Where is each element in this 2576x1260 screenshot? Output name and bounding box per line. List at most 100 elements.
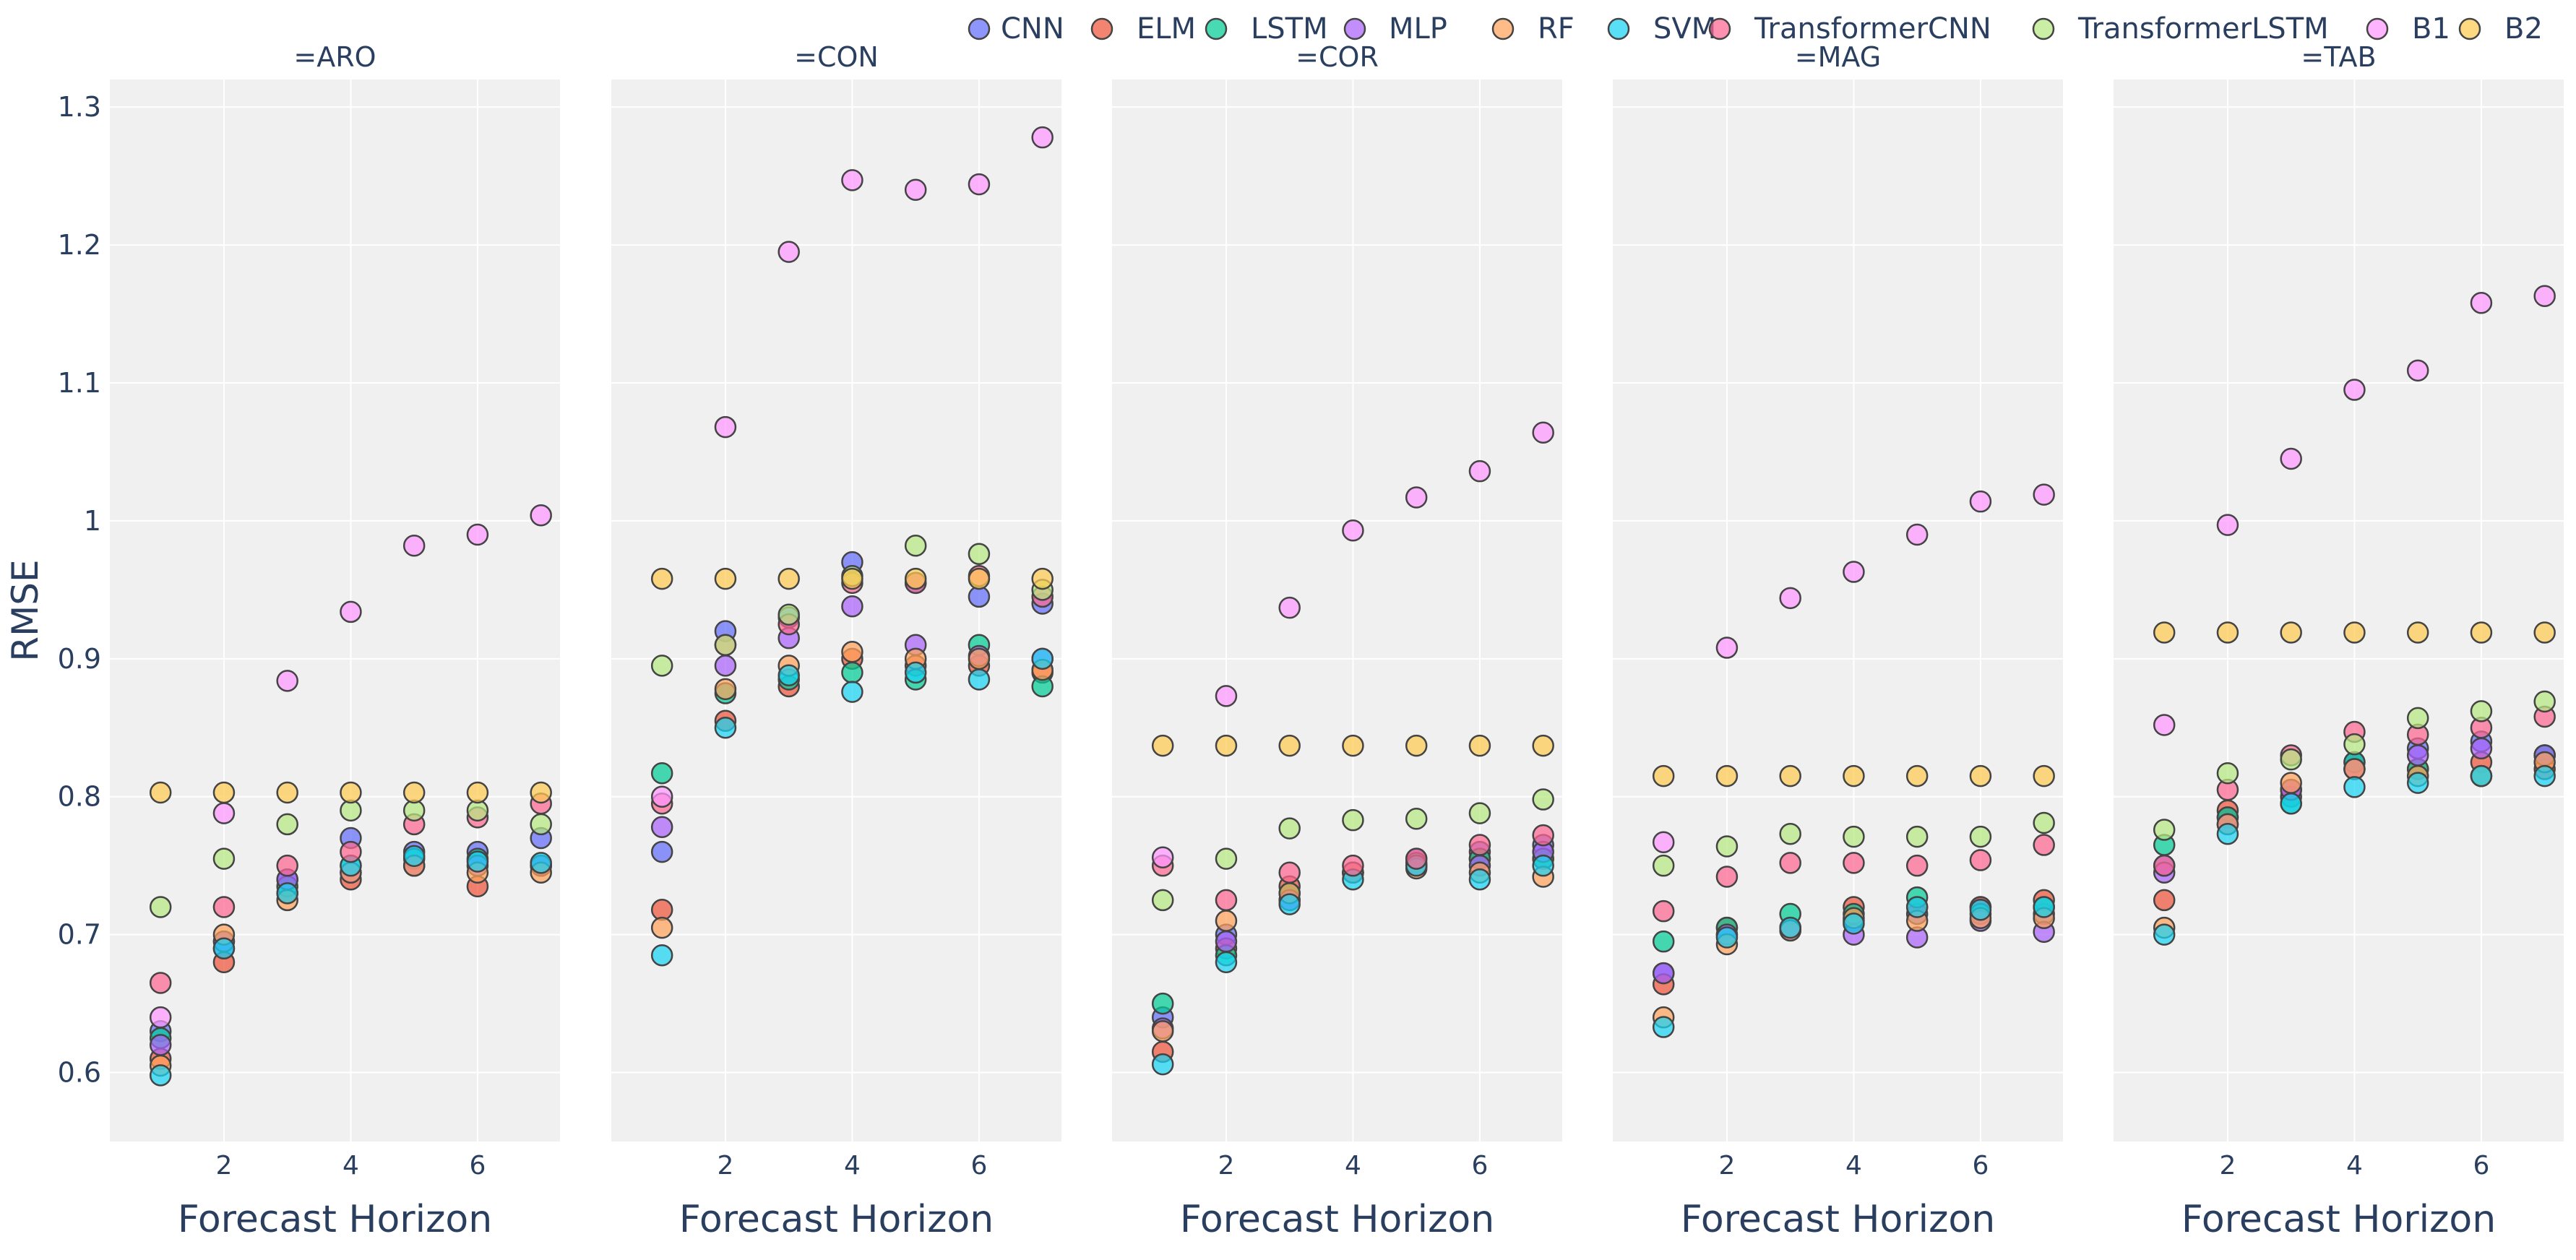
facet-panel: =ARO 2 4 6 Forecast Horizon bbox=[110, 41, 560, 1241]
data-point-b1 bbox=[2343, 379, 2366, 401]
y-tick-label: 1.2 bbox=[58, 229, 101, 261]
x-tick-label: 6 bbox=[1972, 1151, 1989, 1181]
data-point-svm bbox=[1278, 893, 1301, 915]
facet-title: =CON bbox=[794, 41, 879, 73]
data-point-b2 bbox=[1215, 734, 1238, 757]
legend-label-elm: ELM bbox=[1137, 12, 1196, 46]
data-point-b2 bbox=[714, 567, 737, 590]
data-point-b2 bbox=[841, 567, 863, 590]
data-point-transformercnn bbox=[276, 854, 298, 877]
data-point-transformerlstm bbox=[2216, 762, 2239, 785]
data-point-b1 bbox=[402, 535, 426, 557]
data-point-mlp bbox=[1215, 930, 1238, 953]
data-point-b1 bbox=[466, 523, 489, 546]
data-point-b1 bbox=[1468, 459, 1491, 483]
legend-marker-cnn bbox=[968, 17, 991, 40]
data-point-b2 bbox=[276, 781, 298, 804]
data-point-b1 bbox=[2533, 285, 2556, 307]
data-point-transformerlstm bbox=[968, 543, 991, 565]
data-point-svm bbox=[1215, 951, 1238, 974]
data-point-b2 bbox=[1843, 764, 1865, 788]
legend-label-lstm: LSTM bbox=[1251, 12, 1328, 46]
data-point-lstm bbox=[1652, 930, 1675, 953]
data-point-b1 bbox=[904, 178, 927, 201]
data-point-transformercnn bbox=[1468, 834, 1491, 856]
y-tick-label: 1.3 bbox=[58, 91, 101, 123]
data-point-transformerlstm bbox=[1779, 823, 1801, 845]
data-point-b1 bbox=[777, 241, 800, 263]
legend-label-cnn: CNN bbox=[1001, 12, 1064, 46]
legend-marker-svm bbox=[1607, 17, 1630, 40]
data-point-transformerlstm bbox=[2470, 700, 2493, 722]
facet-panel: =MAG 2 4 6 Forecast Horizon bbox=[1613, 41, 2063, 1241]
y-tick-label: 0.6 bbox=[58, 1057, 101, 1089]
data-point-b1 bbox=[212, 802, 236, 824]
data-point-svm bbox=[1151, 1053, 1174, 1076]
data-point-transformercnn bbox=[149, 972, 172, 994]
data-point-svm bbox=[650, 944, 673, 967]
data-point-b2 bbox=[1905, 764, 1929, 788]
x-tick-label: 2 bbox=[2219, 1151, 2236, 1181]
data-point-b2 bbox=[1151, 734, 1174, 757]
data-point-svm bbox=[777, 664, 800, 686]
facet-panel: =TAB 2 4 6 Forecast Horizon bbox=[2114, 41, 2564, 1241]
data-point-svm bbox=[1843, 912, 1865, 935]
data-point-svm bbox=[1532, 854, 1554, 877]
data-point-b2 bbox=[1468, 734, 1491, 757]
data-point-b1 bbox=[2216, 514, 2239, 536]
data-point-b2 bbox=[1278, 734, 1301, 757]
x-axis-title: Forecast Horizon bbox=[1681, 1198, 1995, 1241]
data-point-svm bbox=[2470, 764, 2493, 788]
data-point-transformerlstm bbox=[1468, 802, 1491, 824]
data-point-transformerlstm bbox=[714, 634, 737, 656]
data-point-svm bbox=[1905, 896, 1929, 918]
data-point-transformerlstm bbox=[904, 535, 927, 557]
data-point-b1 bbox=[841, 169, 863, 191]
plot-background bbox=[2114, 79, 2564, 1142]
data-point-b2 bbox=[1031, 567, 1054, 590]
data-point-mlp bbox=[2470, 737, 2493, 760]
data-point-b1 bbox=[1905, 523, 1929, 546]
data-point-cnn bbox=[650, 840, 673, 863]
facet-panel: =CON 2 4 6 Forecast Horizon bbox=[611, 41, 1061, 1241]
legend-label-transformercnn: TransformerCNN bbox=[1754, 12, 1991, 46]
data-point-svm bbox=[2533, 764, 2556, 788]
data-point-transformerlstm bbox=[276, 813, 298, 836]
y-tick-label: 1 bbox=[84, 505, 101, 537]
x-tick-label: 6 bbox=[970, 1151, 987, 1181]
data-point-b1 bbox=[1151, 846, 1174, 868]
x-axis-title: Forecast Horizon bbox=[178, 1198, 492, 1241]
data-point-transformerlstm bbox=[2533, 690, 2556, 713]
data-point-mlp bbox=[149, 1034, 172, 1056]
data-point-transformercnn bbox=[2153, 854, 2176, 877]
x-tick-label: 2 bbox=[215, 1151, 232, 1181]
x-tick-label: 6 bbox=[2473, 1151, 2489, 1181]
data-point-svm bbox=[841, 681, 863, 703]
data-point-b2 bbox=[1779, 764, 1801, 788]
x-tick-label: 4 bbox=[343, 1151, 359, 1181]
data-point-b1 bbox=[340, 600, 362, 623]
data-point-transformerlstm bbox=[1215, 847, 1238, 870]
plot-background bbox=[1613, 79, 2063, 1142]
data-point-b1 bbox=[2406, 359, 2429, 382]
x-tick-label: 4 bbox=[844, 1151, 861, 1181]
data-point-b1 bbox=[1969, 490, 1992, 513]
data-point-b2 bbox=[1652, 764, 1675, 788]
data-point-svm bbox=[1715, 926, 1739, 949]
y-tick-label: 1.1 bbox=[58, 367, 101, 399]
data-point-b2 bbox=[212, 781, 236, 804]
data-point-b1 bbox=[149, 1006, 172, 1029]
data-point-b2 bbox=[402, 781, 426, 804]
data-point-lstm bbox=[650, 762, 673, 785]
data-point-svm bbox=[2343, 776, 2366, 798]
data-point-mlp bbox=[2406, 744, 2429, 767]
legend-marker-lstm bbox=[1205, 17, 1228, 40]
data-point-svm bbox=[276, 882, 298, 905]
data-point-b2 bbox=[2533, 621, 2556, 644]
data-point-svm bbox=[1468, 868, 1491, 891]
data-point-transformerlstm bbox=[149, 896, 172, 918]
x-tick-label: 6 bbox=[1471, 1151, 1488, 1181]
data-point-transformercnn bbox=[340, 840, 362, 863]
data-point-b2 bbox=[777, 567, 800, 590]
data-point-b2 bbox=[466, 781, 489, 804]
